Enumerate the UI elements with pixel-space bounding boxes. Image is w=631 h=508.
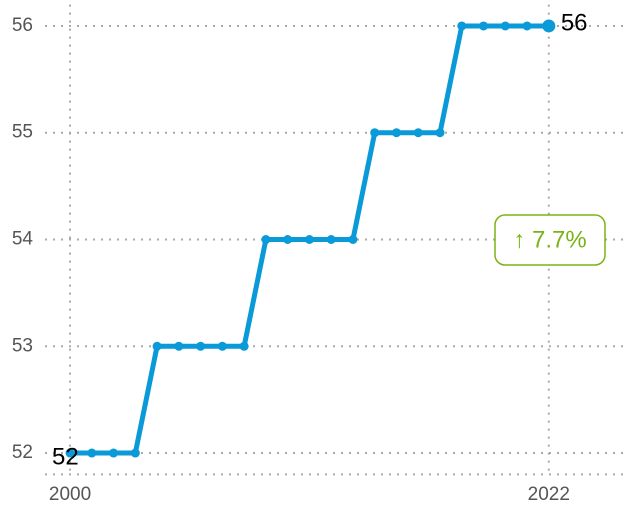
y-tick-label: 54 <box>12 229 34 250</box>
point <box>500 21 510 31</box>
change-badge: ↑ 7.7% <box>494 214 606 266</box>
point <box>542 19 556 33</box>
value-label: 52 <box>52 443 79 470</box>
y-tick-label: 52 <box>12 442 33 463</box>
x-tick-label: 2022 <box>528 484 570 505</box>
point <box>283 235 293 244</box>
point <box>239 341 249 351</box>
point <box>152 341 162 351</box>
point <box>87 448 97 458</box>
point <box>522 21 532 31</box>
y-tick-label: 55 <box>12 122 33 143</box>
point <box>130 448 140 458</box>
point <box>217 341 227 351</box>
badge-box <box>494 214 606 266</box>
point <box>196 341 206 351</box>
point <box>435 128 445 138</box>
point <box>326 235 336 244</box>
point <box>391 128 401 138</box>
point <box>304 235 314 244</box>
y-tick-label: 53 <box>12 335 33 356</box>
value-label: 56 <box>561 9 588 36</box>
y-tick-label: 56 <box>12 15 33 36</box>
point <box>109 448 119 458</box>
badge-text: ↑ 7.7% <box>513 226 586 253</box>
point <box>457 21 467 31</box>
point <box>413 128 423 138</box>
point <box>370 128 380 138</box>
point <box>261 235 271 244</box>
x-tick-label: 2000 <box>49 484 91 505</box>
point <box>174 341 184 351</box>
point <box>479 21 489 31</box>
point <box>348 235 358 244</box>
point <box>65 448 75 458</box>
